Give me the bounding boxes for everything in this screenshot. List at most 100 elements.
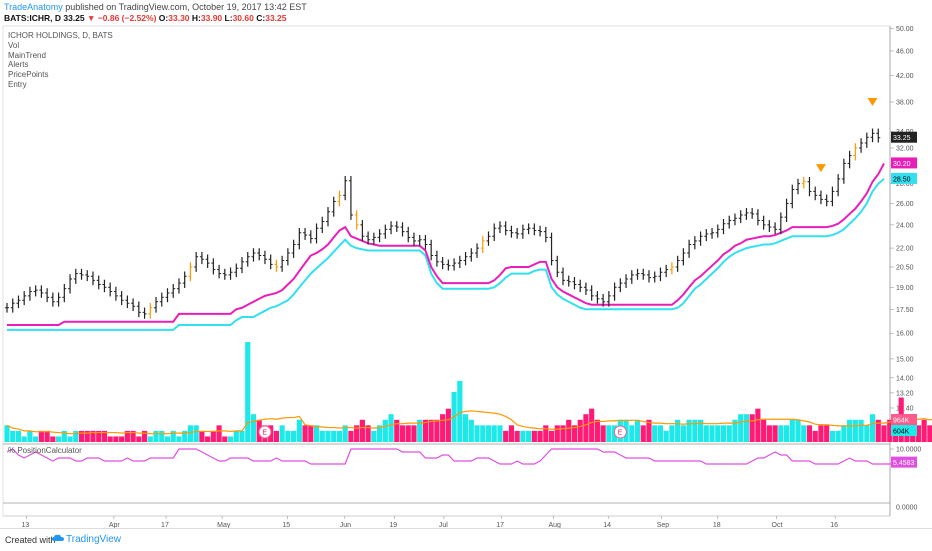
volume-bar <box>417 419 423 442</box>
volume-bar <box>250 414 257 442</box>
high-value: 33.90 <box>200 13 223 23</box>
volume-bar <box>210 430 216 442</box>
legend-item-alerts[interactable]: Alerts <box>8 60 29 70</box>
time-tick-label: 15 <box>282 522 290 529</box>
volume-bar <box>652 425 658 442</box>
volume-bar <box>296 419 302 442</box>
stop-price-label-bg <box>891 172 917 184</box>
volume-bar <box>325 430 331 442</box>
last-price-label-bg <box>891 131 917 143</box>
legend-item-vol[interactable]: Vol <box>8 40 20 50</box>
volume-bar <box>331 430 337 442</box>
volume-bar <box>73 430 79 442</box>
volume-bar <box>84 430 90 442</box>
price-tick-label: 17.50 <box>896 307 914 314</box>
volume-bar <box>869 414 876 442</box>
volume-bar <box>669 425 675 442</box>
volume-bar <box>921 419 927 442</box>
volume-bar <box>90 430 96 442</box>
volume-bar <box>600 425 606 442</box>
volume-bar <box>766 425 772 442</box>
volume-bar <box>199 430 205 442</box>
volume-bar <box>497 425 503 442</box>
volume-bar <box>548 430 555 442</box>
time-tick-label: Apr <box>109 522 121 529</box>
volume-bar <box>566 419 572 442</box>
time-tick-label: 13 <box>21 522 29 529</box>
price-tick-label: 20.50 <box>896 264 914 271</box>
legend-title: ICHOR HOLDINGS, D, BATS <box>8 31 113 40</box>
volume-label-b: 604K <box>893 429 910 436</box>
price-tick-label: 12.40 <box>896 406 914 413</box>
time-tick-label: 14 <box>603 522 611 529</box>
volume-bar <box>113 436 119 442</box>
volume-bar <box>503 430 509 442</box>
volume-bar <box>394 419 400 442</box>
time-tick-label: Oct <box>772 522 783 529</box>
volume-bar <box>10 430 16 442</box>
volume-bar <box>216 425 222 442</box>
volume-bar <box>738 414 744 442</box>
volume-bar <box>308 425 314 442</box>
legend-item-maintrend[interactable]: MainTrend <box>8 50 46 60</box>
volume-bar <box>371 430 377 442</box>
volume-bar <box>193 425 199 442</box>
low-value: 30.60 <box>232 13 254 23</box>
volume-bar <box>801 425 807 442</box>
footer: Created with TradingView <box>0 528 932 551</box>
price-tick-label: 16.00 <box>896 331 914 338</box>
legend-item-pricepoints[interactable]: PricePoints <box>8 70 49 80</box>
volume-bar <box>422 419 429 442</box>
volume-bar <box>703 425 709 442</box>
time-tick-label: Jul <box>439 522 448 529</box>
symbol-label: BATS:ICHR, D <box>4 13 61 23</box>
volume-bar <box>657 425 664 442</box>
volume-bar <box>164 436 171 442</box>
volume-bar <box>755 408 761 442</box>
open-value: 33.30 <box>168 13 190 23</box>
tradingview-brand[interactable]: TradingView <box>66 534 122 545</box>
pc-last-label-bg <box>891 456 917 468</box>
volume-bar <box>382 419 388 442</box>
time-tick-label: Aug <box>548 522 561 529</box>
volume-bar <box>107 436 113 442</box>
volume-label-b-bg <box>891 425 917 436</box>
created-with-text: Created with <box>5 535 56 545</box>
price-tick-label: 42.00 <box>896 73 914 80</box>
volume-bar <box>319 430 325 442</box>
time-tick-label: May <box>217 522 231 529</box>
volume-bar <box>835 430 841 442</box>
volume-bar <box>38 430 44 442</box>
volume-bar <box>399 425 406 442</box>
volume-bar <box>285 430 291 442</box>
volume-bar <box>457 380 463 442</box>
plot-frame <box>2 25 891 517</box>
legend-item-entry[interactable]: Entry <box>8 79 27 89</box>
volume-bar <box>445 408 451 442</box>
volume-ma-line <box>6 410 932 435</box>
time-tick-label: 17 <box>161 522 169 529</box>
volume-bar <box>812 430 818 442</box>
volume-bar <box>508 425 514 442</box>
author-link[interactable]: TradeAnatomy <box>4 2 63 12</box>
volume-bar <box>480 425 486 442</box>
volume-bar <box>4 425 10 442</box>
volume-bar <box>858 419 864 442</box>
volume-bar <box>875 419 881 442</box>
time-tick-label: 18 <box>713 522 721 529</box>
price-tick-label: 50.00 <box>896 26 914 33</box>
volume-bar <box>182 430 188 442</box>
volume-bar <box>720 425 727 442</box>
volume-bar <box>881 425 887 442</box>
price-tick-label: 26.00 <box>896 201 914 208</box>
earnings-icon <box>613 425 627 439</box>
volume-bar <box>101 430 108 442</box>
change-value: −0.86 (−2.52%) <box>97 13 157 23</box>
price-tick-label: 46.00 <box>896 48 914 55</box>
volume-bar <box>354 425 360 442</box>
volume-bar <box>342 425 348 442</box>
volume-bar <box>577 419 583 442</box>
volume-bar <box>743 414 750 442</box>
price-tick-label: 22.00 <box>896 246 914 253</box>
